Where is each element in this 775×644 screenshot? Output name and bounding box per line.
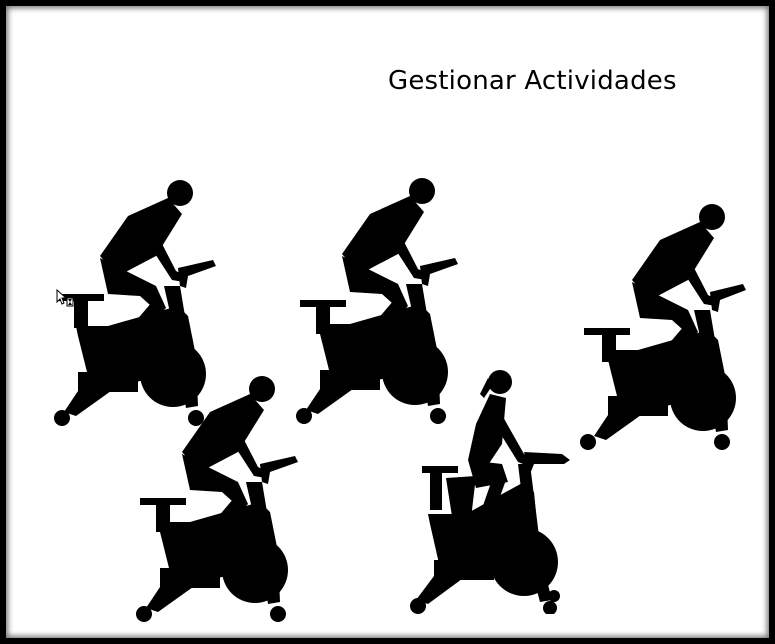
cyclist-silhouette-1 <box>54 180 216 426</box>
page-title: Gestionar Actividades <box>388 66 677 96</box>
cyclist-silhouette-3 <box>580 204 746 450</box>
cyclist-icon[interactable] <box>290 174 460 424</box>
busy-cursor-icon <box>56 288 74 307</box>
cyclist-icon[interactable] <box>578 200 748 450</box>
cyclist-silhouette-5 <box>410 370 570 614</box>
cyclist-icon[interactable] <box>130 372 300 622</box>
cyclist-icon[interactable] <box>48 176 218 426</box>
cyclist-silhouette-2 <box>296 178 458 424</box>
cyclist-female-icon[interactable] <box>406 364 576 614</box>
cyclist-silhouette-4 <box>136 376 298 622</box>
